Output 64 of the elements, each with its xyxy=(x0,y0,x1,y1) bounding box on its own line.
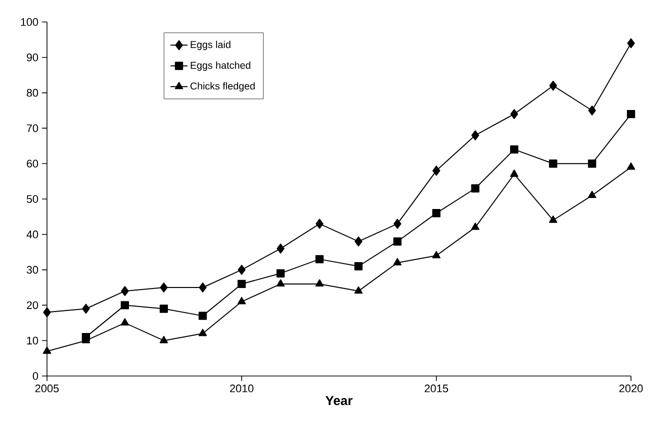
y-tick-label: 10 xyxy=(27,336,38,344)
point xyxy=(432,250,440,258)
x-tick-label: 2010 xyxy=(230,384,254,392)
point xyxy=(588,105,596,116)
point xyxy=(43,307,51,318)
point xyxy=(82,304,90,314)
point xyxy=(276,244,284,254)
point xyxy=(315,279,324,287)
point xyxy=(627,38,635,48)
point xyxy=(588,160,596,168)
point xyxy=(120,286,129,296)
point xyxy=(549,216,558,223)
point xyxy=(276,269,285,278)
y-tick-label: 20 xyxy=(26,301,38,310)
point xyxy=(160,336,168,344)
point xyxy=(120,301,129,310)
point xyxy=(510,109,518,120)
point xyxy=(238,296,246,304)
point xyxy=(471,184,480,192)
point xyxy=(238,280,246,288)
point xyxy=(393,237,402,246)
point xyxy=(626,162,636,170)
point xyxy=(316,218,324,229)
point xyxy=(160,282,168,292)
y-tick-label: 70 xyxy=(26,124,38,132)
point xyxy=(549,80,558,91)
y-tick-label: 30 xyxy=(26,266,38,274)
x-tick-label: 2015 xyxy=(424,384,448,392)
point xyxy=(510,145,518,154)
y-tick-label: 100 xyxy=(21,18,38,26)
point xyxy=(160,304,168,313)
point xyxy=(315,255,324,264)
legend-label: Eggs laid xyxy=(190,40,230,50)
point xyxy=(198,282,207,292)
point xyxy=(354,286,363,294)
x-tick-label: 2005 xyxy=(35,384,59,392)
point xyxy=(198,328,207,336)
point xyxy=(471,130,480,140)
point xyxy=(120,318,130,326)
point xyxy=(354,236,362,246)
point xyxy=(471,222,480,230)
point xyxy=(42,346,52,354)
point xyxy=(354,262,363,270)
y-tick-label: 0 xyxy=(32,372,38,380)
point xyxy=(432,209,440,218)
y-tick-label: 60 xyxy=(26,160,38,168)
point xyxy=(626,110,636,118)
y-tick-label: 80 xyxy=(26,88,38,97)
y-tick-label: 50 xyxy=(26,195,38,203)
x-axis-title: Year xyxy=(326,396,352,406)
x-tick-label: 2020 xyxy=(619,384,643,392)
point xyxy=(393,258,402,266)
point xyxy=(549,160,558,168)
legend-label: Eggs hatched xyxy=(190,62,250,71)
point xyxy=(588,190,596,198)
point xyxy=(198,312,207,320)
y-tick-label: 90 xyxy=(26,54,38,62)
point xyxy=(510,170,518,177)
point xyxy=(276,279,285,287)
point xyxy=(394,218,402,229)
point xyxy=(238,264,246,275)
legend-label: Chicks fledged xyxy=(190,82,255,92)
point xyxy=(432,166,440,176)
y-tick-label: 40 xyxy=(26,230,38,238)
